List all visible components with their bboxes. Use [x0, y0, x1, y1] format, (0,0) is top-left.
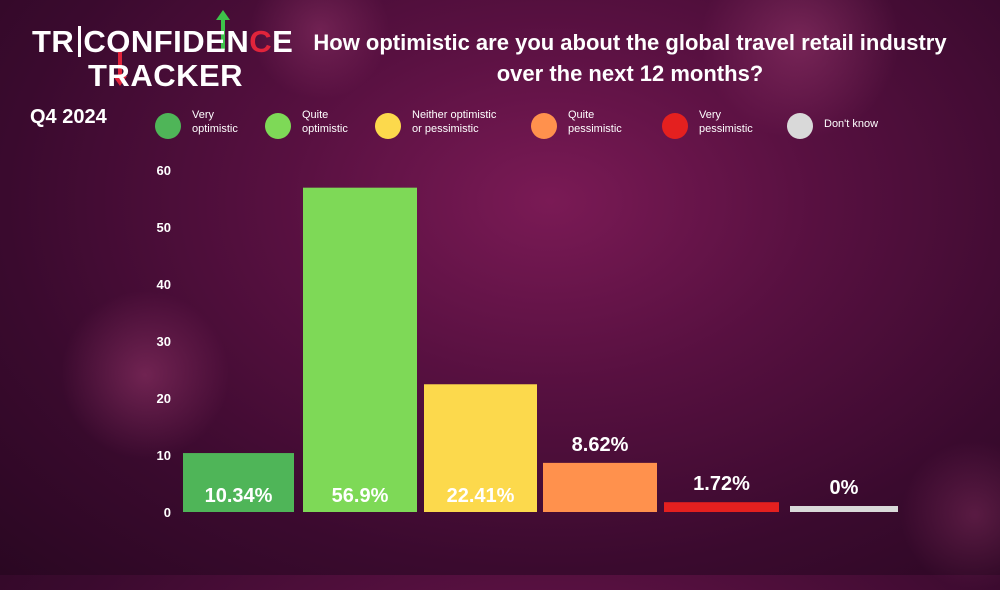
y-tick-label: 0 — [164, 505, 171, 520]
legend-label: Neither optimistic or pessimistic — [412, 109, 497, 136]
bar-data-label: 56.9% — [332, 485, 389, 507]
legend-swatch — [662, 113, 688, 139]
bar — [183, 453, 294, 512]
logo-c: C — [249, 24, 273, 59]
legend-label: Quite pessimistic — [568, 109, 622, 136]
bar-data-label: 1.72% — [693, 473, 750, 495]
legend-label: Quite optimistic — [302, 109, 348, 136]
legend-swatch — [265, 113, 291, 139]
legend-item: Quite optimistic — [265, 108, 348, 139]
bar-chart: 0 10 20 30 40 50 60 10.34% 56.9% 22.41% 8.62% 1.72%… — [157, 163, 898, 520]
logo-tr: TR — [32, 26, 82, 57]
bar-data-label: 22.41% — [447, 485, 515, 507]
logo-line2: TRACKER — [88, 58, 244, 93]
y-tick-label: 20 — [157, 391, 171, 406]
arrow-down-icon — [113, 52, 127, 86]
logo-confiden: CONFIDEN — [83, 24, 250, 59]
bar-data-label: 10.34% — [205, 485, 273, 507]
y-tick-label: 40 — [157, 277, 171, 292]
y-tick-label: 30 — [157, 334, 171, 349]
bar — [664, 502, 779, 512]
legend-item: Neither optimistic or pessimistic — [375, 108, 496, 139]
bar — [543, 462, 657, 512]
legend-swatch — [375, 113, 401, 139]
legend-swatch — [155, 113, 181, 139]
logo-line1: TR CONFIDENCE — [32, 26, 293, 57]
arrow-up-icon — [216, 10, 230, 50]
quarter-label: Q4 2024 — [30, 106, 107, 128]
legend-swatch — [787, 113, 813, 139]
legend-label: Very optimistic — [192, 109, 238, 136]
y-tick-label: 10 — [157, 448, 171, 463]
bar — [790, 506, 898, 512]
bar — [424, 384, 537, 512]
legend-item: Very optimistic — [155, 108, 238, 139]
legend-label: Very pessimistic — [699, 109, 753, 136]
y-tick-label: 60 — [157, 163, 171, 178]
legend-item: Very pessimistic — [662, 108, 753, 139]
legend-item: Quite pessimistic — [531, 108, 622, 139]
bar — [303, 187, 417, 513]
chart-title: How optimistic are you about the global … — [313, 30, 947, 86]
bar-data-label: 0% — [830, 477, 859, 499]
legend-item: Don't know — [787, 108, 878, 139]
y-tick-label: 50 — [157, 220, 171, 235]
legend-label: Don't know — [824, 118, 879, 130]
legend-swatch — [531, 113, 557, 139]
confidence-tracker-logo: TR CONFIDENCE TRACKER — [32, 10, 293, 93]
chart-legend: Very optimistic Quite optimistic Neither… — [155, 108, 975, 148]
logo-e: E — [272, 24, 294, 59]
bar-data-label: 8.62% — [572, 434, 629, 456]
